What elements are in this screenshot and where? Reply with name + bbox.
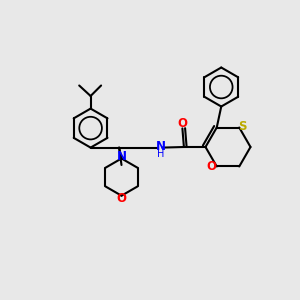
Text: S: S bbox=[238, 119, 247, 133]
Text: H: H bbox=[157, 149, 164, 159]
Text: O: O bbox=[206, 160, 216, 173]
Text: O: O bbox=[177, 117, 188, 130]
Text: O: O bbox=[116, 192, 127, 205]
Text: N: N bbox=[116, 150, 127, 163]
Text: N: N bbox=[156, 140, 166, 153]
